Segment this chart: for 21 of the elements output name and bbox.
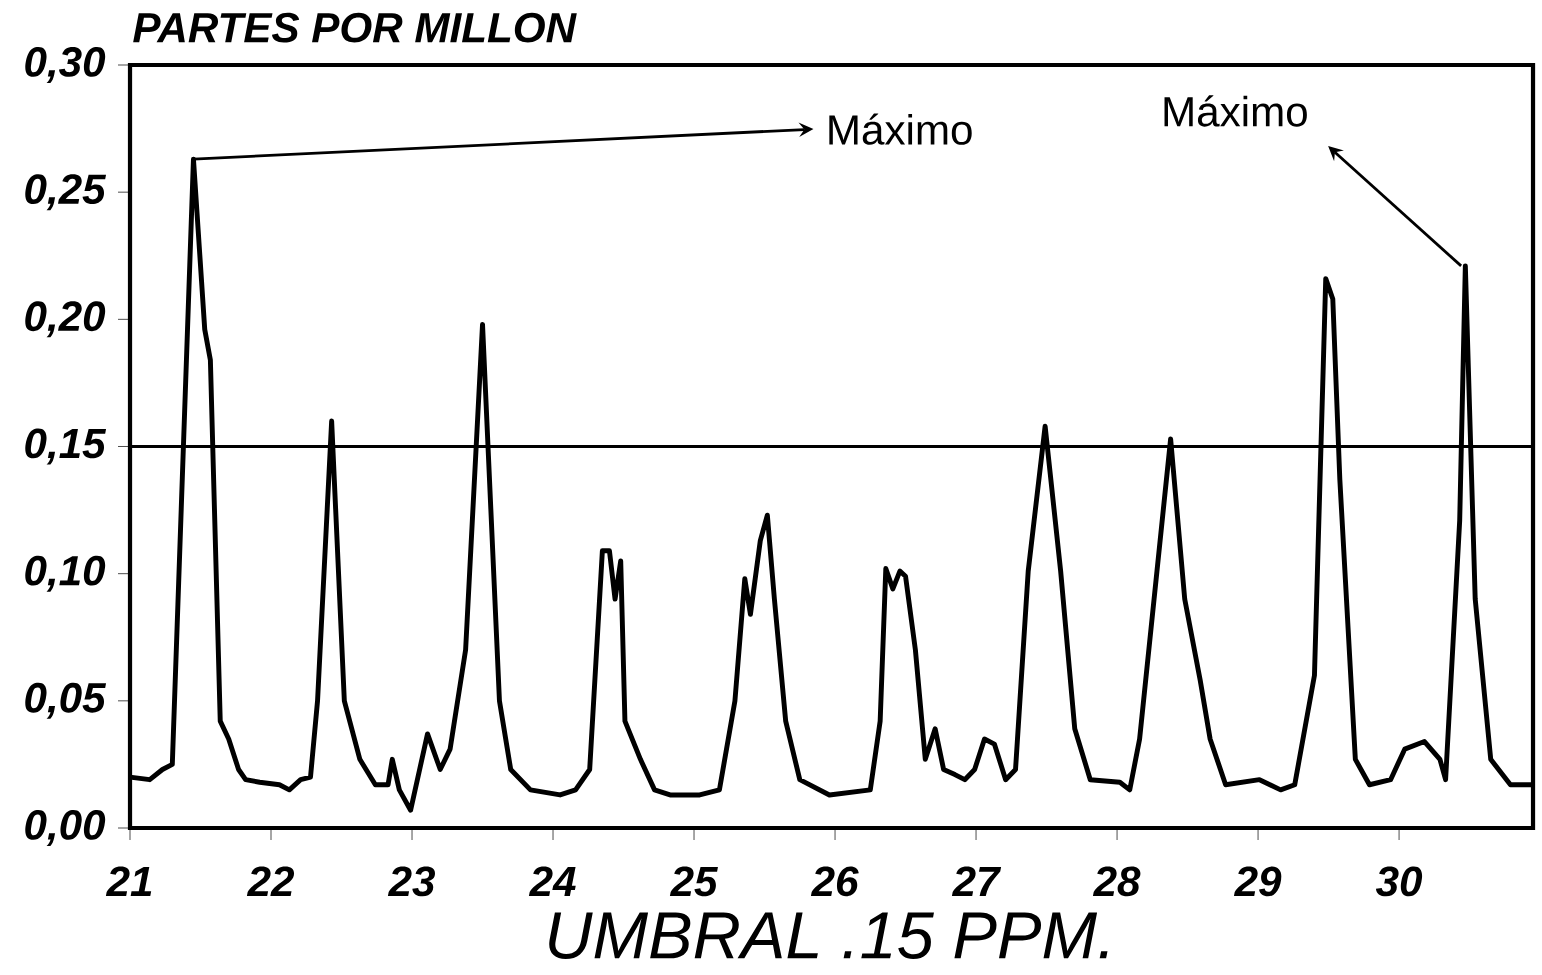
x-tick-label: 27 — [951, 866, 1002, 896]
y-tick-label: 0,30 — [25, 47, 106, 83]
y-tick-label: 0,05 — [25, 682, 107, 719]
y-tick-label: 0,15 — [25, 428, 107, 465]
x-tick-label: 21 — [105, 866, 152, 896]
x-tick-label: 29 — [1233, 866, 1282, 897]
x-axis-title: UMBRAL .15 PPM. — [549, 912, 1108, 960]
y-tick-label: 0,20 — [25, 301, 106, 338]
y-tick-label: 0,10 — [25, 555, 106, 592]
x-tick-label: 26 — [810, 866, 859, 897]
annotation: Máximo — [829, 113, 972, 145]
x-tick-label: 30 — [1375, 866, 1423, 897]
x-tick-label: 24 — [528, 866, 576, 896]
y-tick-label: 0,25 — [25, 174, 107, 211]
y-axis-title: PARTES POR MILLON — [133, 12, 577, 43]
y-tick-label: 0,00 — [25, 810, 106, 846]
annotation: Máximo — [1164, 95, 1307, 127]
x-tick-label: 25 — [669, 866, 718, 897]
x-tick-label: 28 — [1092, 866, 1141, 897]
x-tick-label: 23 — [387, 866, 435, 897]
x-tick-label: 22 — [246, 866, 295, 896]
